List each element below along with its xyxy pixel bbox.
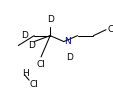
Text: Cl: Cl	[107, 25, 113, 34]
Text: D: D	[65, 53, 72, 62]
Text: H: H	[22, 69, 29, 78]
Text: Cl: Cl	[36, 60, 45, 69]
Text: N: N	[64, 37, 71, 46]
Text: D: D	[28, 41, 34, 50]
Text: Cl: Cl	[29, 80, 38, 89]
Text: D: D	[46, 15, 53, 24]
Text: D: D	[21, 31, 28, 40]
